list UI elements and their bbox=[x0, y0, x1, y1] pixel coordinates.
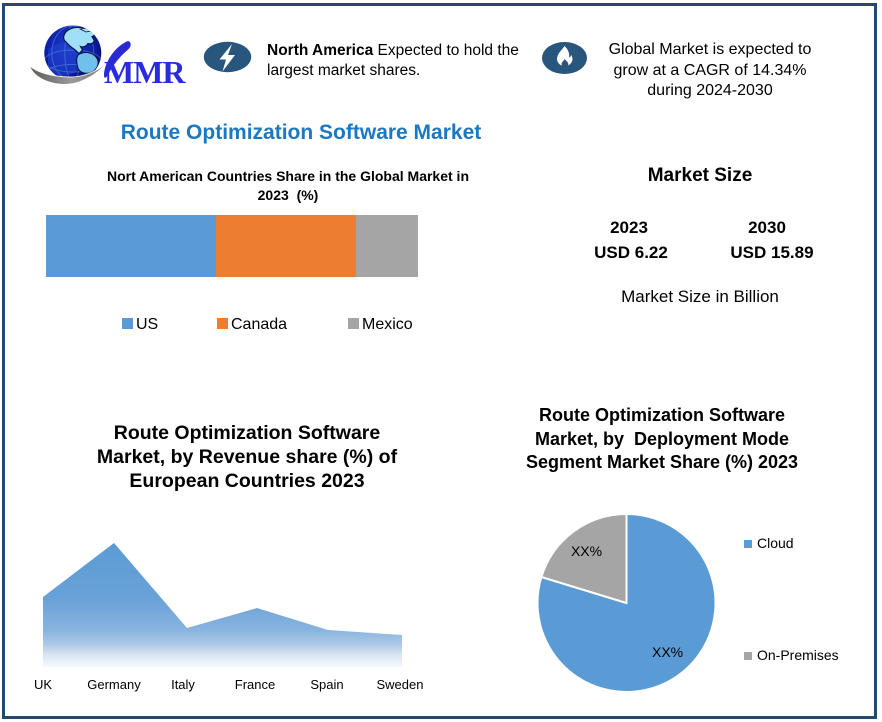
svg-text:XX%: XX% bbox=[571, 543, 602, 559]
svg-text:MMR: MMR bbox=[104, 54, 186, 90]
